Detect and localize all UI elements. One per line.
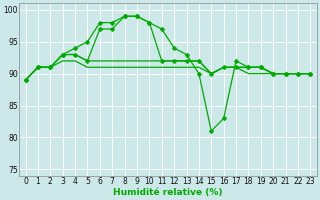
- X-axis label: Humidité relative (%): Humidité relative (%): [113, 188, 223, 197]
